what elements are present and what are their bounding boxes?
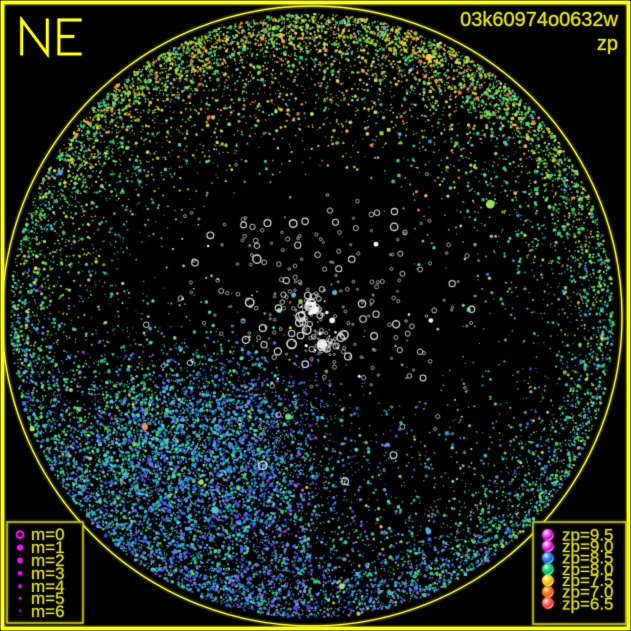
svg-text:03k60974o0632w: 03k60974o0632w: [460, 9, 618, 31]
svg-text:zp: zp: [597, 33, 618, 55]
svg-text:zp=6.5: zp=6.5: [562, 595, 614, 614]
svg-text:m=6: m=6: [31, 602, 65, 621]
